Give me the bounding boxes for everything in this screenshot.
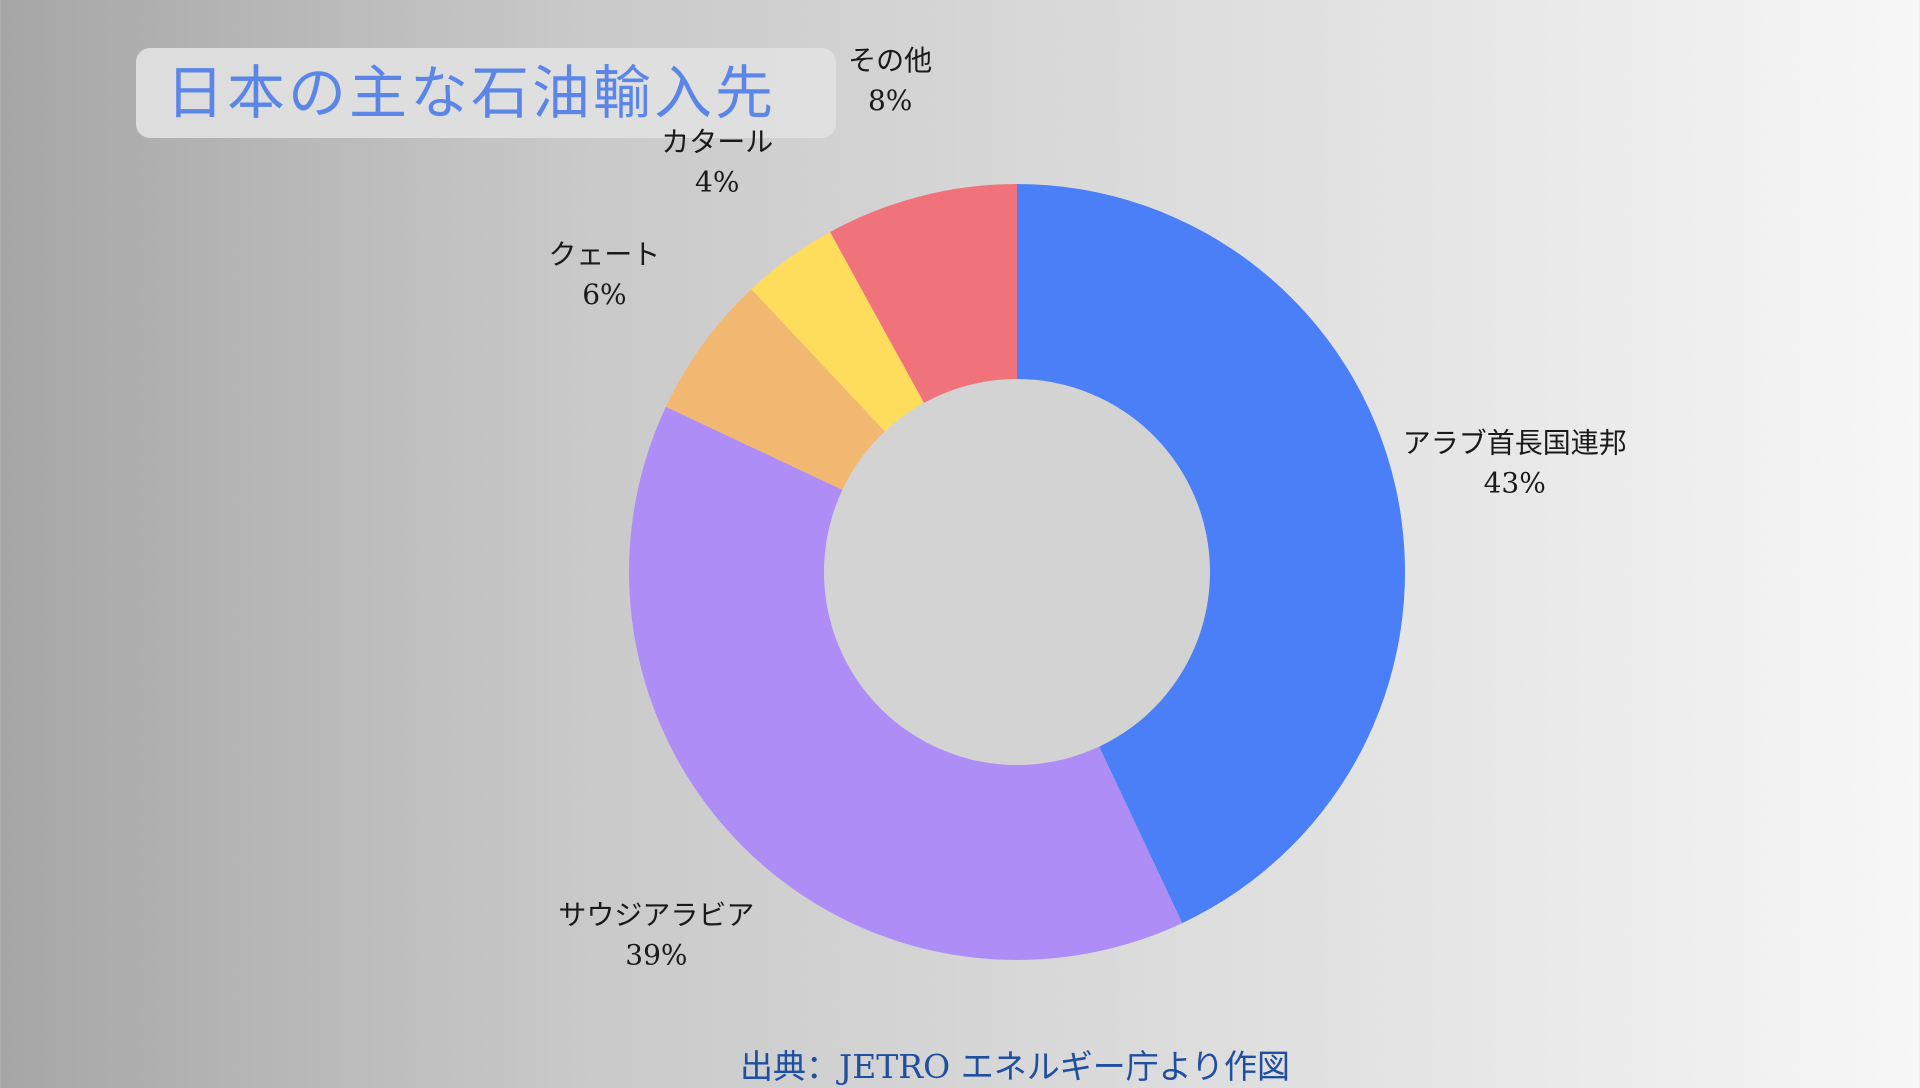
slice-label-3: カタール: [661, 125, 773, 158]
slice-value-label-4: 8%: [868, 84, 912, 117]
slice-label-1: サウジアラビア: [558, 899, 754, 932]
source-note: 出典：JETRO エネルギー庁より作図: [739, 1047, 1291, 1086]
slice-label-0: アラブ首長国連邦: [1403, 427, 1627, 460]
labels-group: アラブ首長国連邦 43% サウジアラビア 39% クェート 6% カタール 4% その他 8%: [549, 44, 1627, 972]
slice-label-2: クェート: [549, 238, 661, 271]
slice-value-label-1: 39%: [625, 939, 687, 972]
slice-value-label-3: 4%: [695, 165, 739, 198]
slice-value-label-0: 43%: [1484, 467, 1546, 500]
chart-title: 日本の主な石油輸入先: [166, 59, 777, 127]
title-box: [136, 48, 836, 138]
donut-hole: [824, 379, 1210, 765]
slice-value-label-2: 6%: [582, 278, 626, 311]
slice-label-4: その他: [848, 44, 932, 77]
